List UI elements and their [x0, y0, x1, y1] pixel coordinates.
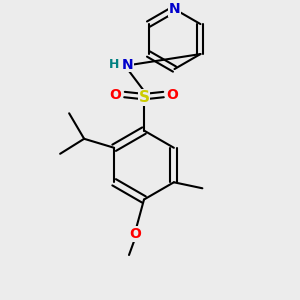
Text: O: O	[110, 88, 122, 101]
Text: S: S	[139, 90, 149, 105]
Text: N: N	[169, 2, 180, 16]
Text: H: H	[109, 58, 119, 71]
Text: N: N	[122, 58, 133, 72]
Text: O: O	[129, 227, 141, 241]
Text: O: O	[167, 88, 178, 101]
